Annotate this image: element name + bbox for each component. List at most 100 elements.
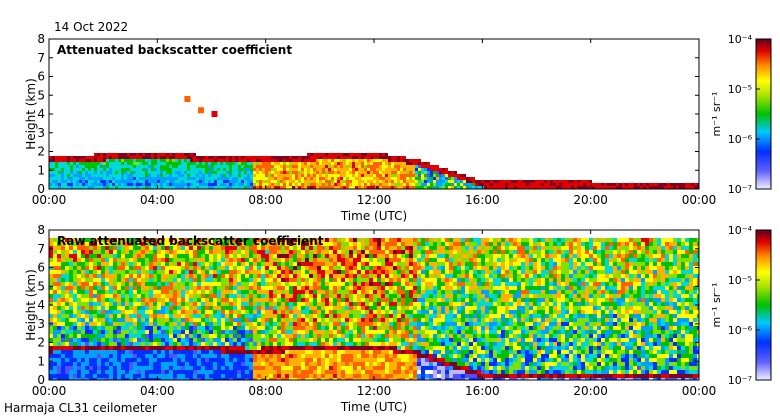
- heatmap-cell: [133, 290, 137, 294]
- heatmap-cell: [309, 342, 313, 346]
- heatmap-cell: [233, 246, 237, 250]
- heatmap-cell: [508, 180, 511, 183]
- heatmap-cell: [307, 156, 310, 159]
- heatmap-cell: [221, 346, 225, 350]
- heatmap-cell: [73, 302, 77, 306]
- heatmap-cell: [297, 326, 301, 330]
- heatmap-cell: [319, 171, 322, 174]
- heatmap-cell: [221, 366, 225, 370]
- heatmap-cell: [201, 354, 205, 358]
- heatmap-cell: [49, 334, 53, 338]
- heatmap-cell: [353, 298, 357, 302]
- heatmap-cell: [133, 183, 136, 186]
- heatmap-cell: [229, 177, 232, 180]
- heatmap-cell: [340, 156, 343, 159]
- heatmap-cell: [76, 159, 79, 162]
- heatmap-cell: [365, 306, 369, 310]
- heatmap-cell: [145, 374, 149, 378]
- heatmap-cell: [129, 374, 133, 378]
- heatmap-cell: [151, 156, 154, 159]
- heatmap-cell: [389, 354, 393, 358]
- heatmap-cell: [334, 186, 337, 189]
- heatmap-cell: [643, 183, 646, 186]
- heatmap-cell: [136, 177, 139, 180]
- heatmap-cell: [213, 302, 217, 306]
- heatmap-cell: [211, 171, 214, 174]
- heatmap-cell: [149, 350, 153, 354]
- heatmap-cell: [325, 262, 329, 266]
- heatmap-cell: [225, 282, 229, 286]
- heatmap-cell: [556, 183, 559, 186]
- heatmap-cell: [213, 294, 217, 298]
- heatmap-cell: [151, 174, 154, 177]
- heatmap-cell: [259, 168, 262, 171]
- heatmap-cell: [601, 186, 604, 189]
- heatmap-cell: [153, 326, 157, 330]
- heatmap-cell: [245, 326, 249, 330]
- heatmap-cell: [329, 326, 333, 330]
- heatmap-cell: [345, 250, 349, 254]
- heatmap-cell: [365, 334, 369, 338]
- heatmap-cell: [58, 159, 61, 162]
- heatmap-cell: [97, 165, 100, 168]
- heatmap-cell: [145, 180, 148, 183]
- heatmap-cell: [401, 238, 405, 242]
- heatmap-cell: [355, 180, 358, 183]
- heatmap-cell: [345, 278, 349, 282]
- heatmap-cell: [357, 266, 361, 270]
- heatmap-cell: [235, 174, 238, 177]
- heatmap-cell: [49, 183, 52, 186]
- heatmap-cell: [109, 298, 113, 302]
- heatmap-cell: [257, 374, 261, 378]
- heatmap-cell: [262, 156, 265, 159]
- heatmap-cell: [502, 186, 505, 189]
- heatmap-cell: [466, 183, 469, 186]
- heatmap-cell: [205, 314, 209, 318]
- heatmap-cell: [121, 326, 125, 330]
- heatmap-cell: [469, 177, 472, 180]
- heatmap-cell: [61, 346, 65, 350]
- heatmap-cell: [172, 177, 175, 180]
- heatmap-cell: [109, 290, 113, 294]
- heatmap-cell: [229, 238, 233, 242]
- heatmap-cell: [153, 350, 157, 354]
- heatmap-cell: [261, 290, 265, 294]
- heatmap-cell: [319, 183, 322, 186]
- heatmap-cell: [109, 294, 113, 298]
- heatmap-cell: [377, 366, 381, 370]
- heatmap-cell: [369, 262, 373, 266]
- heatmap-cell: [389, 366, 393, 370]
- heatmap-cell: [217, 266, 221, 270]
- heatmap-cell: [169, 298, 173, 302]
- heatmap-cell: [333, 242, 337, 246]
- heatmap-cell: [289, 366, 293, 370]
- heatmap-cell: [325, 378, 329, 380]
- heatmap-cell: [100, 153, 103, 156]
- heatmap-cell: [365, 258, 369, 262]
- heatmap-cell: [310, 171, 313, 174]
- heatmap-cell: [129, 362, 133, 366]
- heatmap-cell: [460, 174, 463, 177]
- heatmap-cell: [345, 246, 349, 250]
- heatmap-cell: [406, 162, 409, 165]
- heatmap-cell: [274, 165, 277, 168]
- heatmap-cell: [77, 274, 81, 278]
- heatmap-cell: [269, 354, 273, 358]
- heatmap-cell: [397, 165, 400, 168]
- heatmap-cell: [225, 274, 229, 278]
- heatmap-cell: [199, 168, 202, 171]
- heatmap-cell: [109, 342, 113, 346]
- heatmap-cell: [225, 270, 229, 274]
- heatmap-cell: [237, 346, 241, 350]
- heatmap-cell: [201, 238, 205, 242]
- heatmap-cell: [321, 298, 325, 302]
- heatmap-cell: [457, 177, 460, 180]
- heatmap-cell: [109, 266, 113, 270]
- heatmap-cell: [148, 174, 151, 177]
- heatmap-cell: [333, 270, 337, 274]
- heatmap-cell: [221, 290, 225, 294]
- heatmap-cell: [121, 314, 125, 318]
- heatmap-cell: [430, 180, 433, 183]
- heatmap-cell: [353, 306, 357, 310]
- heatmap-cell: [166, 153, 169, 156]
